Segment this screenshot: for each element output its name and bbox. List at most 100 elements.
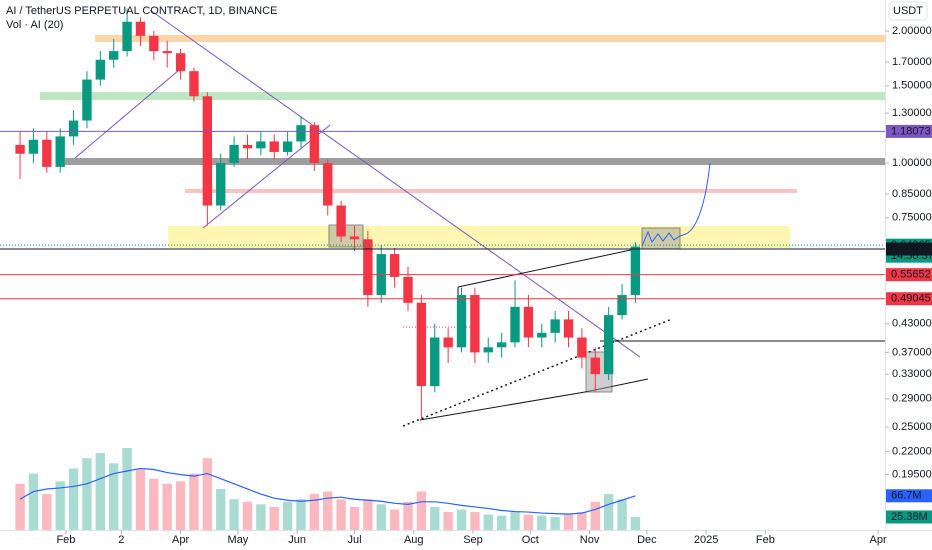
candle-body (349, 236, 360, 240)
volume-bar (309, 494, 320, 530)
candle-body (135, 21, 146, 36)
volume-bar (135, 468, 146, 530)
zone (168, 226, 790, 248)
x-tick-label: Jun (288, 534, 306, 546)
candle-body (416, 302, 427, 387)
volume-bar (430, 506, 440, 530)
price-label-box (886, 292, 932, 306)
zone (95, 35, 885, 42)
volume-bar (577, 512, 587, 530)
price-label: 1.18073 (891, 125, 931, 137)
candle-body (336, 205, 346, 237)
candle-body (443, 337, 453, 348)
volume-bar (229, 499, 239, 530)
currency-box[interactable] (888, 1, 928, 21)
x-tick-label: 2025 (694, 534, 718, 546)
x-tick-label: Nov (580, 534, 600, 546)
candle-body (323, 163, 333, 206)
trendline (202, 124, 331, 229)
candle-body (563, 319, 574, 338)
candle-body (296, 125, 306, 142)
candle-body (523, 306, 534, 338)
volume-bar (523, 514, 534, 530)
candle-body (309, 125, 320, 164)
x-tick-label: Apr (870, 534, 887, 546)
trendline (74, 64, 186, 159)
volume-bar (456, 509, 467, 530)
volume-bar (162, 483, 172, 530)
x-tick-label: May (228, 534, 249, 546)
candle-body (242, 144, 253, 149)
y-tick-label: 0.25000 (892, 421, 932, 433)
x-tick-label: Feb (756, 534, 775, 546)
volume-bar (296, 499, 306, 530)
y-tick-label: 1.00000 (892, 157, 932, 169)
y-tick-label: 0.33000 (892, 368, 932, 380)
trendline (457, 247, 641, 288)
volume-bar (269, 506, 279, 530)
candle-body (577, 337, 587, 358)
y-tick-label: 0.22000 (892, 445, 932, 457)
y-tick-label: 0.19500 (892, 468, 932, 480)
volume-bar (349, 506, 360, 530)
volume-bar (470, 512, 480, 530)
volume-bar (42, 494, 52, 530)
volume-bar (630, 516, 641, 530)
volume-bar (336, 499, 346, 530)
candle-body (109, 51, 119, 60)
volume-bar (617, 499, 627, 530)
volume-bar (496, 515, 507, 530)
volume-bar (403, 501, 413, 530)
volume-bar (550, 517, 560, 530)
box (328, 224, 364, 248)
volume-bar (323, 491, 333, 530)
volume-bar (68, 468, 79, 530)
candle-body (149, 35, 159, 52)
indicator-label: Vol · AI (20) (6, 19, 63, 31)
volume-bar (216, 488, 226, 530)
volume-label: 66.7M (891, 490, 922, 502)
candle-body (617, 295, 627, 316)
y-tick-label: 0.85000 (892, 188, 932, 200)
candle-body (510, 306, 520, 343)
candle-body (162, 51, 172, 54)
trendline (419, 391, 586, 421)
volume-bar (282, 501, 293, 530)
zone (185, 189, 797, 193)
trendline (402, 318, 673, 427)
zone (65, 158, 885, 165)
candle-body (456, 295, 467, 348)
volume-bar (363, 499, 373, 530)
volume-label: 25.38M (891, 511, 928, 523)
x-tick-label: Jul (347, 534, 361, 546)
volume-bar (122, 447, 132, 530)
volume-bar (95, 453, 106, 530)
x-tick-label: 2 (118, 534, 124, 546)
currency[interactable]: USDT (893, 5, 923, 17)
chart-title: AI / TetherUS PERPETUAL CONTRACT, 1D, BI… (6, 5, 277, 17)
y-tick-label: 0.75000 (892, 212, 932, 224)
candle-body (590, 357, 600, 375)
candle-body (269, 141, 279, 152)
candle-body (496, 342, 507, 348)
x-tick-label: Oct (522, 534, 539, 546)
volume-bar (242, 501, 253, 530)
volume-bar (175, 481, 186, 530)
candle-body (42, 139, 52, 167)
x-tick-label: Feb (56, 534, 75, 546)
volume-bar (376, 504, 386, 530)
x-tick-label: Apr (172, 534, 189, 546)
zone (40, 92, 885, 100)
volume-label-box (886, 510, 932, 524)
candle-body (550, 319, 560, 333)
volume-ma-line (19, 467, 636, 515)
volume-bar (256, 504, 266, 530)
price-label-box (886, 268, 932, 282)
x-tick-label: Dec (637, 534, 657, 546)
candle-body (403, 276, 413, 303)
volume-label-box (886, 489, 932, 503)
price-label: 0.49045 (891, 293, 931, 305)
volume-bar (510, 512, 520, 530)
price-label: 0.55652 (891, 269, 931, 281)
